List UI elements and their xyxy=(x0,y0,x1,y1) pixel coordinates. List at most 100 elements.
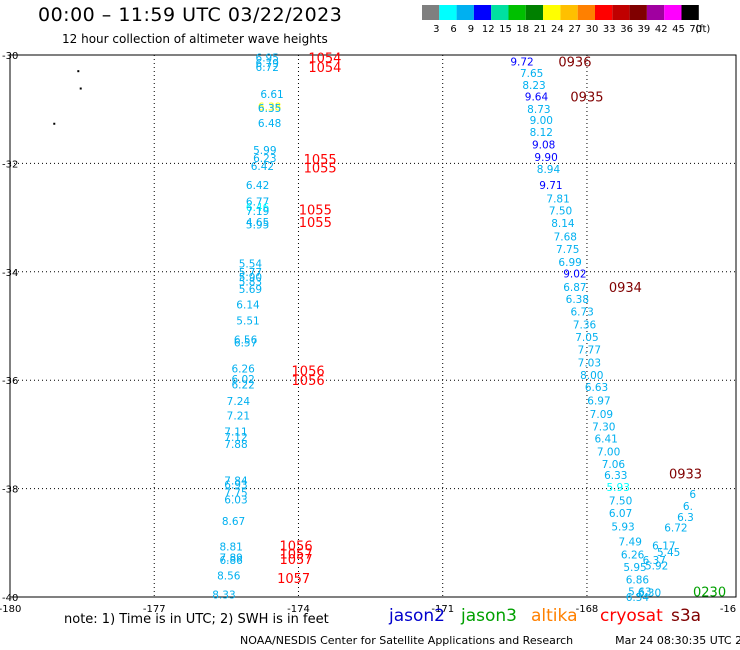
swh-value: 8.67 xyxy=(222,516,245,528)
swh-value: 7.19 xyxy=(246,206,269,218)
swh-value: 5.77 xyxy=(239,267,262,279)
legend-swatch xyxy=(525,5,544,20)
wave-height-map: -180 -177 -174 -171 -168 -16 -30 -32 -34 -36 -38 -4… xyxy=(0,51,737,615)
pass-time-label: 1057 xyxy=(277,572,310,587)
satellite-label: altika xyxy=(531,606,578,626)
y-tick-label: -36 xyxy=(2,376,18,387)
swh-value: 6.38 xyxy=(566,294,589,306)
pass-time-label: 0934 xyxy=(609,281,642,296)
footer-note: note: 1) Time is in UTC; 2) SWH is in fe… xyxy=(64,612,329,627)
swh-value: 7.05 xyxy=(575,332,598,344)
swh-value: 7.30 xyxy=(592,421,615,433)
swh-value: 6.26 xyxy=(621,550,645,562)
legend-altika: altika xyxy=(531,606,578,626)
x-tick-label: -171 xyxy=(431,604,454,615)
swh-value: 7.75 xyxy=(556,244,579,256)
satellite-label: cryosat xyxy=(600,606,663,626)
swh-value: 6.26 xyxy=(231,363,255,375)
swh-value: 6.22 xyxy=(231,380,254,392)
pass-time-label: 1056 xyxy=(292,364,325,379)
swh-value: 9.90 xyxy=(534,152,557,164)
legend-bin-label: 15 xyxy=(499,24,512,35)
pass-time-label: 0935 xyxy=(570,91,603,106)
swh-value: 5.93 xyxy=(611,522,634,534)
swh-value: 8.73 xyxy=(527,104,550,116)
swh-value: 7.11 xyxy=(224,427,247,439)
swh-value: 9.72 xyxy=(510,57,533,69)
swh-value: 6.14 xyxy=(236,299,260,311)
legend-bin-label: 39 xyxy=(638,24,651,35)
x-tick-label: -177 xyxy=(143,604,166,615)
pass-time-label: 0933 xyxy=(669,467,702,482)
legend-jason3: jason3 xyxy=(461,606,517,626)
swh-value: 5.99 xyxy=(253,145,276,157)
swh-value: 6.86 xyxy=(219,555,243,567)
y-tick-label: -34 xyxy=(2,268,18,279)
x-tick-label: -168 xyxy=(576,604,599,615)
legend-swatch xyxy=(456,5,474,20)
swh-value: 8.56 xyxy=(217,570,241,582)
satellite-label: s3a xyxy=(671,606,702,626)
swh-value: 6.42 xyxy=(246,180,269,192)
swh-value: 6.61 xyxy=(260,89,283,101)
swh-value: 6.63 xyxy=(585,382,608,394)
swh-value: 5.93 xyxy=(607,482,630,494)
legend-bin-label: 27 xyxy=(568,24,581,35)
legend-bin-label: 18 xyxy=(516,24,529,35)
swh-value: 8.23 xyxy=(522,80,545,92)
swh-value: 6.57 xyxy=(234,337,257,349)
swh-value: 6.38 xyxy=(258,101,281,113)
legend-swatch xyxy=(422,5,440,20)
swh-value: 6.72 xyxy=(256,62,279,74)
pass-time-label: 1055 xyxy=(299,216,332,231)
swh-value: 5.54 xyxy=(239,259,263,271)
swh-value: 7.36 xyxy=(573,319,597,331)
legend-swatch xyxy=(473,5,492,20)
swh-value: 5.45 xyxy=(657,547,680,559)
swh-value: 6.86 xyxy=(626,575,650,587)
swh-value: 6.07 xyxy=(609,508,632,520)
swh-value: 7.49 xyxy=(619,537,642,549)
swh-value: 5.63 xyxy=(628,587,651,599)
swh-value: 7.50 xyxy=(609,496,632,508)
swh-value: 9.00 xyxy=(530,115,553,127)
swh-value: 7.00 xyxy=(597,447,620,459)
plot-frame xyxy=(9,54,737,598)
swh-value: 6.23 xyxy=(253,153,276,165)
swh-value: 4.65 xyxy=(246,217,269,229)
pass-time-label: 1055 xyxy=(304,162,337,177)
satellite-label: jason3 xyxy=(461,606,517,626)
swh-value: 6.77 xyxy=(246,196,269,208)
legend-bin-label: 21 xyxy=(534,24,547,35)
track-dot xyxy=(53,122,56,125)
swh-value: 6.17 xyxy=(652,541,675,553)
swh-value: 7.68 xyxy=(554,232,577,244)
pass-time-label: 1056 xyxy=(280,540,313,555)
swh-value: 6.93 xyxy=(224,479,247,491)
legend-swatch xyxy=(508,5,526,20)
swh-value: 5.95 xyxy=(623,562,646,574)
swh-value: 6.30 xyxy=(638,588,661,600)
legend-bin-label: 9 xyxy=(468,24,474,35)
legend-bin-label: 70 xyxy=(689,24,702,35)
chart-title: 00:00 – 11:59 UTC 03/22/2023 xyxy=(38,4,343,26)
legend-s3a: s3a xyxy=(671,606,701,626)
swh-value: 6.03 xyxy=(224,494,247,506)
swh-value: 5.83 xyxy=(239,277,262,289)
swh-value: 6.33 xyxy=(604,470,627,482)
swh-value: 9.71 xyxy=(539,180,562,192)
swh-value: 7.03 xyxy=(578,357,601,369)
pass-time-label: 0230 xyxy=(693,586,726,601)
footer-credit: NOAA/NESDIS Center for Satellite Applica… xyxy=(240,634,740,647)
y-tick-label: -40 xyxy=(2,593,18,604)
swh-value: 5.92 xyxy=(645,561,668,573)
swh-value: 6.79 xyxy=(256,58,279,70)
swh-value: 8.94 xyxy=(537,164,561,176)
swh-value: 8.33 xyxy=(212,589,235,601)
swh-value: 6. xyxy=(683,501,693,513)
swh-value: 5.51 xyxy=(236,316,259,328)
swh-value: 6.42 xyxy=(251,161,274,173)
pass-time-label: 1057 xyxy=(280,548,313,563)
legend-swatch xyxy=(646,5,665,20)
swh-value: 6.97 xyxy=(587,395,610,407)
